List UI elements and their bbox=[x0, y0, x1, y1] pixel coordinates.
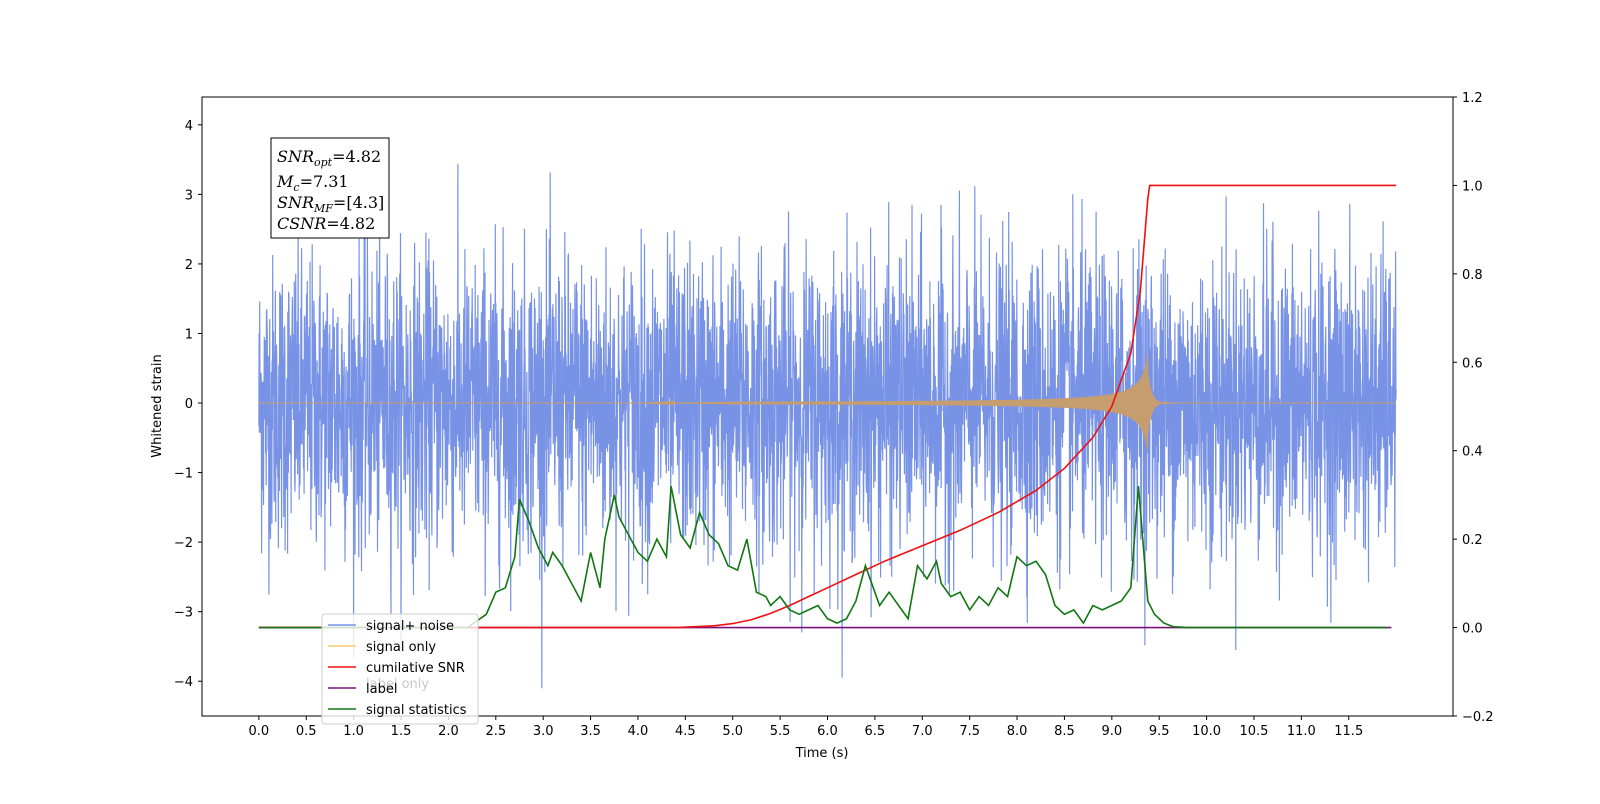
x-tick-label: 0.0 bbox=[249, 724, 270, 739]
x-tick-label: 4.0 bbox=[628, 724, 649, 739]
x-tick-label: 8.5 bbox=[1054, 724, 1075, 739]
x-tick-label: 11.5 bbox=[1334, 724, 1363, 739]
legend-entry-label: cumilative SNR bbox=[366, 661, 465, 676]
x-tick-label: 2.0 bbox=[438, 724, 459, 739]
y-axis-right: 1.2 1.0 0.8 0.6 0.4 0.2 0.0 −0.2 bbox=[1453, 91, 1494, 725]
y-tick-label-left: −2 bbox=[174, 536, 193, 551]
y-tick-label-left: 2 bbox=[185, 258, 193, 273]
x-tick-label: 10.5 bbox=[1240, 724, 1269, 739]
x-tick-label: 1.0 bbox=[343, 724, 364, 739]
x-tick-label: 4.5 bbox=[675, 724, 696, 739]
annotation-mc: Mc=7.31 bbox=[276, 172, 349, 194]
x-tick-label: 8.0 bbox=[1007, 724, 1028, 739]
x-tick-label: 7.5 bbox=[959, 724, 980, 739]
x-tick-label: 3.5 bbox=[580, 724, 601, 739]
x-tick-label: 10.0 bbox=[1192, 724, 1221, 739]
y-tick-label-right: 1.0 bbox=[1462, 179, 1483, 194]
y-tick-label-left: −4 bbox=[174, 675, 193, 690]
signal-only-line bbox=[258, 354, 1397, 451]
y-tick-label-right: 0.4 bbox=[1462, 445, 1483, 460]
legend-entry-label: signal statistics bbox=[366, 703, 467, 718]
y-tick-label-right: 0.2 bbox=[1462, 533, 1483, 548]
annotation-snr-opt: SNRopt=4.82 bbox=[277, 147, 381, 169]
x-tick-label: 9.5 bbox=[1149, 724, 1170, 739]
y-tick-label-right: 0.6 bbox=[1462, 356, 1483, 371]
y-tick-label-right: −0.2 bbox=[1462, 710, 1494, 725]
y-tick-label-left: 3 bbox=[185, 188, 193, 203]
x-tick-label: 0.5 bbox=[296, 724, 317, 739]
y-tick-label-left: −3 bbox=[174, 606, 193, 621]
x-tick-label: 1.5 bbox=[391, 724, 412, 739]
legend: label only signal+ noise signal only cumil… bbox=[321, 613, 479, 725]
y-tick-label-right: 0.8 bbox=[1462, 268, 1483, 283]
x-tick-label: 6.5 bbox=[865, 724, 886, 739]
annotation-frame bbox=[270, 137, 390, 239]
y-tick-label-left: 0 bbox=[185, 397, 193, 412]
legend-frame bbox=[321, 613, 479, 725]
y-tick-label-left: −1 bbox=[174, 467, 193, 482]
legend-entry-label: label bbox=[366, 682, 397, 697]
x-axis: 0.0 0.5 1.0 1.5 2.0 2.5 3.0 3.5 4.0 4.5 5.0 5.5 6.0 6… bbox=[249, 716, 1363, 739]
y-tick-label-right: 0.0 bbox=[1462, 622, 1483, 637]
annotation-snr-mf: SNRMF=[4.3] bbox=[277, 193, 384, 215]
x-tick-label: 2.5 bbox=[485, 724, 506, 739]
x-tick-label: 6.0 bbox=[817, 724, 838, 739]
x-tick-label: 9.0 bbox=[1101, 724, 1122, 739]
y-axis-label: Whitened strain bbox=[150, 354, 165, 457]
annotation-csnr: CSNR=4.82 bbox=[277, 214, 375, 233]
occluded-legend-label: label only bbox=[366, 677, 429, 692]
x-tick-label: 3.0 bbox=[533, 724, 554, 739]
y-tick-label-right: 1.2 bbox=[1462, 91, 1483, 106]
y-tick-label-left: 1 bbox=[185, 327, 193, 342]
x-tick-label: 5.0 bbox=[722, 724, 743, 739]
x-tick-label: 11.0 bbox=[1287, 724, 1316, 739]
signal-statistics-line bbox=[258, 485, 1387, 629]
x-axis-label: Time (s) bbox=[795, 746, 849, 761]
legend-entry-label: signal+ noise bbox=[366, 619, 454, 634]
legend-entry-label: signal only bbox=[366, 640, 436, 655]
signal-plus-noise-line bbox=[258, 163, 1397, 689]
y-axis-left: 4 3 2 1 0 −1 −2 −3 −4 bbox=[174, 119, 202, 690]
y-tick-label-left: 4 bbox=[185, 119, 193, 134]
annotation-box: SNRopt=4.82 Mc=7.31 SNRMF=[4.3] CSNR=4.8… bbox=[270, 137, 390, 239]
x-tick-label: 5.5 bbox=[770, 724, 791, 739]
x-tick-label: 7.0 bbox=[912, 724, 933, 739]
cumulative-snr-line bbox=[258, 184, 1397, 629]
